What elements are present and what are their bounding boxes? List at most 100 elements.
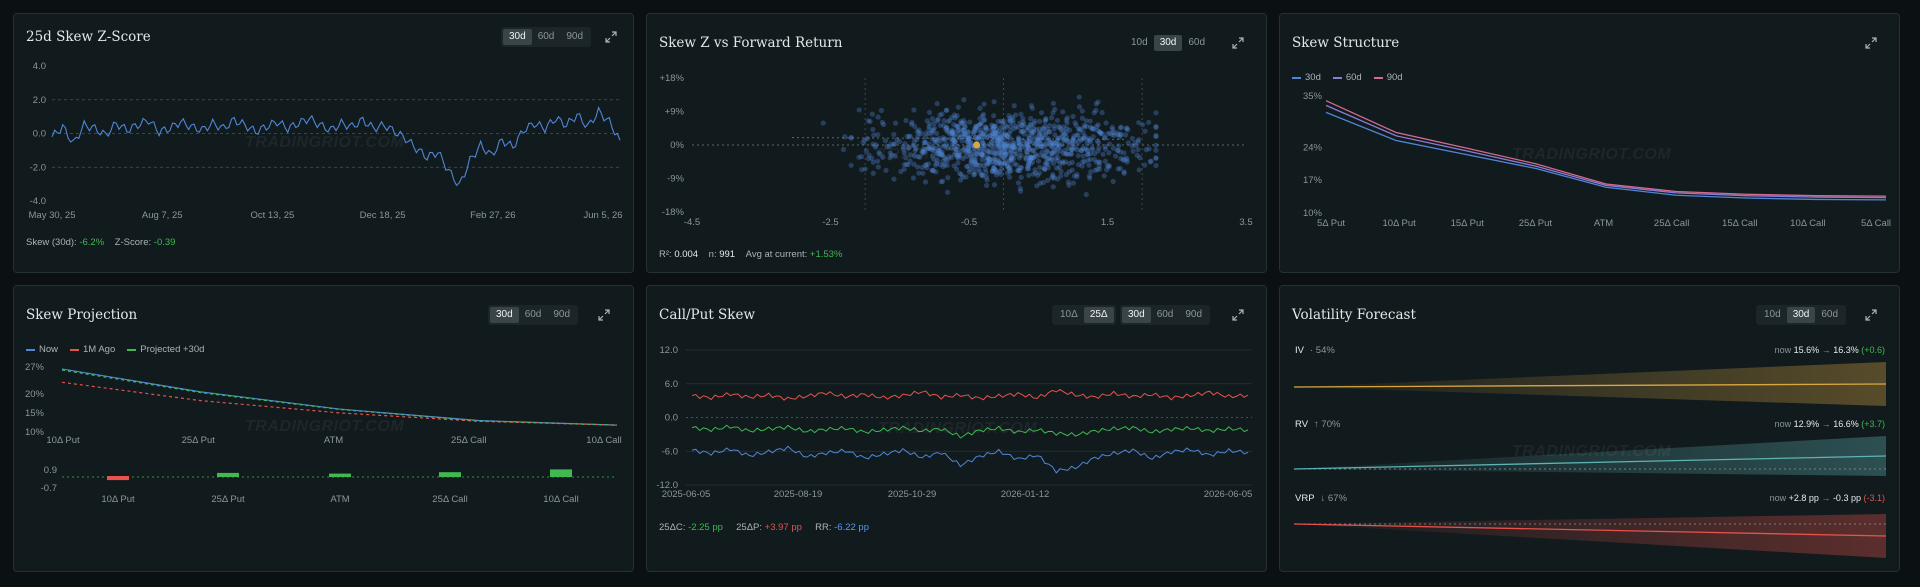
tab-30d[interactable]: 30d <box>1786 307 1816 323</box>
scatter-point <box>1015 180 1022 186</box>
scatter-point <box>1079 137 1085 143</box>
scatter-point <box>944 128 950 134</box>
scatter-point <box>820 120 826 126</box>
tab-60d[interactable]: 60d <box>524 309 542 320</box>
scatter-point <box>953 123 959 129</box>
scatter-point <box>988 143 994 149</box>
scatter-point <box>1000 154 1006 160</box>
scatter-point <box>954 128 960 134</box>
scatter-point <box>863 148 869 154</box>
tab-60d[interactable]: 60d <box>537 31 555 42</box>
scatter-point <box>993 130 999 136</box>
scatter-point <box>975 149 981 155</box>
tab-10-delta[interactable]: 10Δ <box>1060 309 1078 320</box>
scatter-point <box>1153 155 1159 161</box>
x-tick-label: ATM <box>324 435 343 446</box>
scatter-point <box>862 166 868 172</box>
scatter-point <box>1031 129 1037 135</box>
scatter-point <box>980 148 986 154</box>
tab-30d[interactable]: 30d <box>503 29 532 45</box>
tab-60d[interactable]: 60d <box>1188 37 1206 48</box>
y-tick-label: 20% <box>25 389 45 400</box>
tab-90d[interactable]: 90d <box>566 31 584 42</box>
tab-60d[interactable]: 60d <box>1156 309 1174 320</box>
scatter-point <box>940 158 946 164</box>
scatter-point <box>998 118 1004 124</box>
scatter-point <box>1034 144 1040 150</box>
scatter-point <box>1047 142 1054 148</box>
tab-30d[interactable]: 30d <box>490 307 519 323</box>
scatter-point <box>1027 146 1033 153</box>
scatter-point <box>1098 130 1104 136</box>
scatter-point <box>869 111 875 117</box>
scatter-point <box>1024 166 1031 172</box>
scatter-point <box>1008 144 1015 150</box>
scatter-point <box>1111 132 1117 138</box>
scatter-point <box>1013 123 1019 130</box>
scatter-point <box>961 124 968 130</box>
scatter-point <box>1106 141 1113 147</box>
scatter-point <box>926 161 932 167</box>
scatter-point <box>1007 135 1013 141</box>
tab-90d[interactable]: 90d <box>1185 309 1203 320</box>
scatter-point <box>1030 155 1036 161</box>
expand-icon[interactable] <box>1864 308 1878 322</box>
scatter-point <box>967 166 973 172</box>
scatter-point <box>1020 123 1026 129</box>
structure-line-60d <box>1325 104 1887 199</box>
tab-25-delta[interactable]: 25Δ <box>1083 307 1114 323</box>
scatter-point <box>1104 163 1110 169</box>
scatter-point <box>941 137 947 143</box>
scatter-point <box>958 119 964 125</box>
scatter-point <box>1091 126 1097 132</box>
tab-30d[interactable]: 30d <box>1153 35 1183 51</box>
scatter-range-tabs: 10d 30d 60d <box>1123 33 1213 53</box>
skew-value: -6.2% <box>79 237 105 248</box>
scatter-point <box>1017 147 1023 153</box>
scatter-point <box>958 127 964 133</box>
scatter-point <box>870 170 876 176</box>
scatter-point <box>1137 155 1143 161</box>
expand-icon[interactable] <box>1864 36 1878 50</box>
tab-10d[interactable]: 10d <box>1131 37 1148 48</box>
scatter-point <box>923 139 929 146</box>
scatter-point <box>939 152 945 158</box>
scatter-point <box>1088 169 1094 175</box>
scatter-point <box>1036 126 1043 132</box>
scatter-point <box>1074 147 1080 153</box>
scatter-point <box>1107 130 1113 136</box>
scatter-point <box>952 151 958 158</box>
scatter-point <box>1032 167 1038 173</box>
scatter-point <box>1017 168 1023 174</box>
expand-icon[interactable] <box>604 30 618 44</box>
scatter-point <box>955 124 961 130</box>
scatter-point <box>922 162 929 169</box>
scatter-point <box>938 179 944 185</box>
scatter-point <box>966 144 972 150</box>
scatter-point <box>1115 147 1121 153</box>
x-tick-label: Oct 13, 25 <box>250 210 294 221</box>
scatter-point <box>912 123 918 130</box>
panel-title: Skew Structure <box>1292 35 1400 51</box>
expand-icon[interactable] <box>597 308 611 322</box>
tab-90d[interactable]: 90d <box>553 309 571 320</box>
expand-icon[interactable] <box>1231 308 1245 322</box>
legend-item: Now <box>26 344 58 355</box>
scatter-point <box>1094 166 1100 173</box>
scatter-point <box>1005 163 1011 169</box>
expand-icon[interactable] <box>1231 36 1245 50</box>
tab-10d[interactable]: 10d <box>1764 309 1781 320</box>
scatter-point <box>936 148 942 154</box>
scatter-point <box>1082 122 1088 128</box>
tab-60d[interactable]: 60d <box>1821 309 1839 320</box>
scatter-point <box>1021 121 1027 127</box>
scatter-point <box>1003 122 1009 128</box>
scatter-point <box>1085 151 1091 158</box>
scatter-point <box>1011 144 1018 150</box>
scatter-point <box>978 150 984 157</box>
scatter-point <box>997 169 1003 175</box>
scatter-point <box>1054 150 1060 156</box>
z-value: -0.39 <box>153 237 176 248</box>
scatter-point <box>1098 130 1104 137</box>
tab-30d[interactable]: 30d <box>1122 307 1151 323</box>
